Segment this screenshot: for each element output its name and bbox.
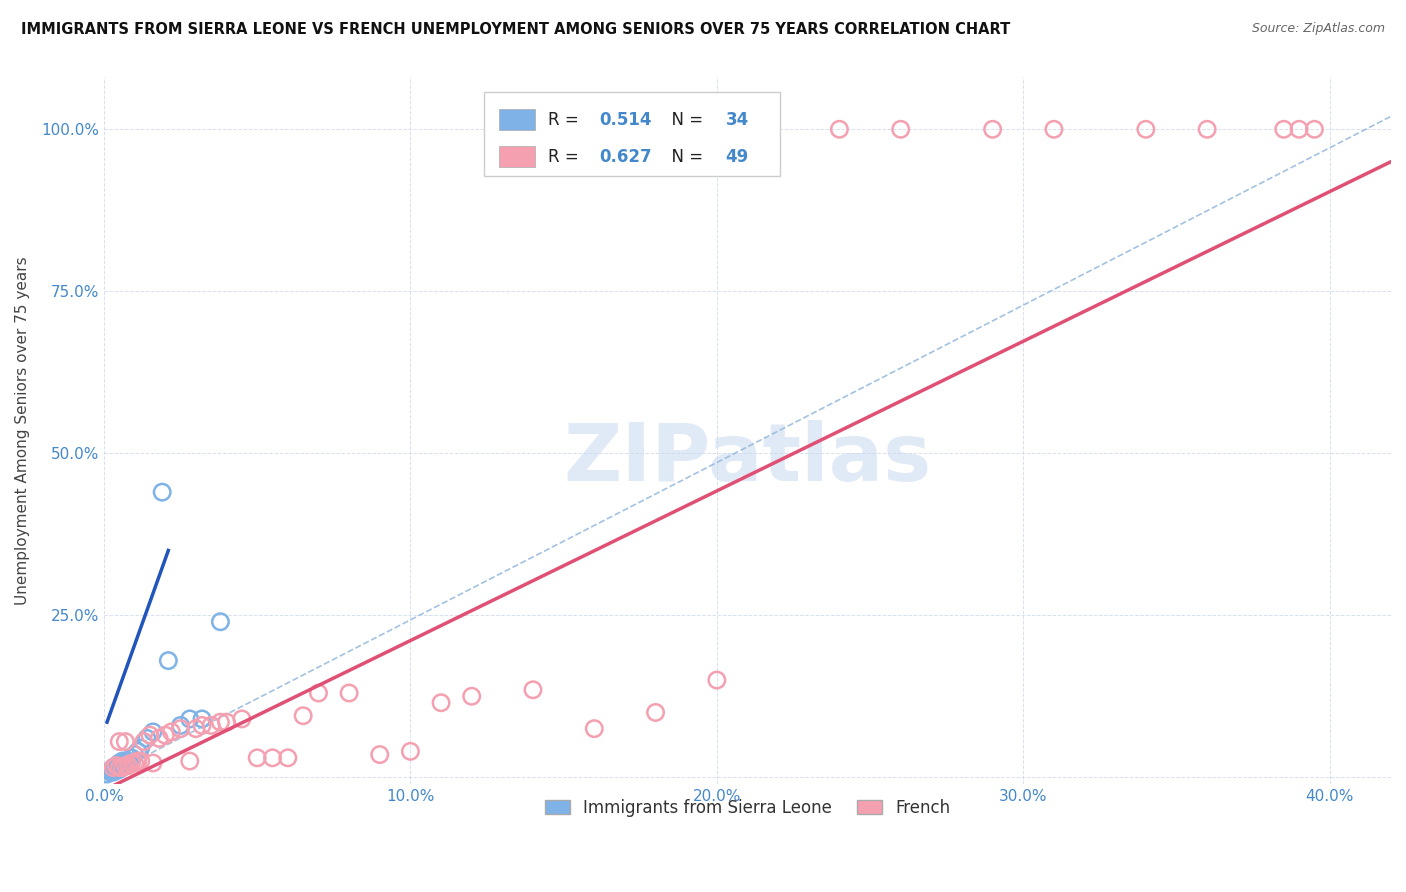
Point: [108, 763, 131, 777]
Point: [132, 734, 155, 748]
Point: [111, 754, 134, 768]
Point: [179, 712, 201, 726]
Point: [105, 760, 128, 774]
Point: [231, 712, 253, 726]
Text: R =: R =: [548, 147, 583, 166]
Point: [337, 686, 360, 700]
Point: [121, 751, 143, 765]
Point: [150, 485, 173, 500]
Point: [121, 756, 143, 770]
Y-axis label: Unemployment Among Seniors over 75 years: Unemployment Among Seniors over 75 years: [15, 256, 30, 605]
Point: [215, 715, 238, 730]
Point: [114, 757, 136, 772]
Point: [1303, 122, 1326, 136]
Point: [148, 731, 170, 746]
Point: [108, 756, 131, 770]
Point: [111, 756, 134, 770]
Point: [399, 744, 422, 758]
Point: [96, 767, 118, 781]
Point: [246, 751, 269, 765]
Point: [157, 654, 180, 668]
Point: [460, 690, 482, 704]
Legend: Immigrants from Sierra Leone, French: Immigrants from Sierra Leone, French: [536, 790, 959, 825]
Point: [292, 708, 315, 723]
Point: [114, 754, 136, 768]
Point: [1288, 122, 1310, 136]
Text: N =: N =: [661, 111, 709, 128]
Point: [368, 747, 391, 762]
Point: [200, 718, 222, 732]
Point: [111, 760, 134, 774]
Point: [209, 615, 232, 629]
Text: IMMIGRANTS FROM SIERRA LEONE VS FRENCH UNEMPLOYMENT AMONG SENIORS OVER 75 YEARS : IMMIGRANTS FROM SIERRA LEONE VS FRENCH U…: [21, 22, 1011, 37]
Point: [706, 673, 728, 687]
Point: [105, 758, 128, 772]
Point: [105, 758, 128, 772]
Point: [129, 754, 152, 768]
Point: [1197, 122, 1219, 136]
Point: [111, 760, 134, 774]
Point: [184, 722, 207, 736]
Point: [981, 122, 1004, 136]
Text: ZIPatlas: ZIPatlas: [564, 420, 932, 498]
Point: [117, 758, 139, 772]
Point: [277, 751, 299, 765]
Point: [114, 734, 136, 748]
FancyBboxPatch shape: [499, 109, 536, 130]
Point: [108, 734, 131, 748]
Point: [890, 122, 912, 136]
Point: [101, 760, 124, 774]
Point: [169, 718, 191, 732]
Point: [191, 718, 214, 732]
Point: [430, 696, 453, 710]
Point: [105, 763, 128, 777]
Point: [583, 722, 606, 736]
Point: [644, 706, 666, 720]
Point: [111, 758, 134, 772]
Text: 34: 34: [725, 111, 749, 128]
Text: Source: ZipAtlas.com: Source: ZipAtlas.com: [1251, 22, 1385, 36]
Point: [114, 758, 136, 772]
Point: [98, 764, 121, 778]
Point: [108, 758, 131, 772]
Text: 49: 49: [725, 147, 749, 166]
Point: [1043, 122, 1066, 136]
Point: [828, 122, 851, 136]
Point: [129, 741, 152, 756]
Point: [160, 725, 183, 739]
Point: [101, 763, 124, 777]
Point: [179, 754, 201, 768]
Point: [209, 715, 232, 730]
Point: [1272, 122, 1295, 136]
Point: [308, 686, 330, 700]
Text: N =: N =: [661, 147, 709, 166]
Point: [127, 744, 149, 758]
Point: [117, 754, 139, 768]
Point: [124, 747, 146, 762]
Point: [155, 728, 177, 742]
Point: [142, 725, 165, 739]
FancyBboxPatch shape: [499, 146, 536, 167]
FancyBboxPatch shape: [484, 92, 780, 177]
Point: [101, 760, 124, 774]
Point: [105, 764, 128, 778]
Point: [139, 728, 162, 742]
Point: [98, 765, 121, 780]
Point: [262, 751, 284, 765]
Point: [169, 722, 191, 736]
Point: [108, 760, 131, 774]
Point: [522, 682, 544, 697]
Point: [127, 754, 149, 768]
Point: [1135, 122, 1157, 136]
Text: R =: R =: [548, 111, 583, 128]
Text: 0.627: 0.627: [599, 147, 652, 166]
Point: [191, 712, 214, 726]
Point: [142, 756, 165, 770]
Point: [135, 731, 157, 746]
Point: [101, 764, 124, 778]
Point: [124, 756, 146, 770]
Text: 0.514: 0.514: [599, 111, 652, 128]
Point: [101, 765, 124, 780]
Point: [108, 760, 131, 774]
